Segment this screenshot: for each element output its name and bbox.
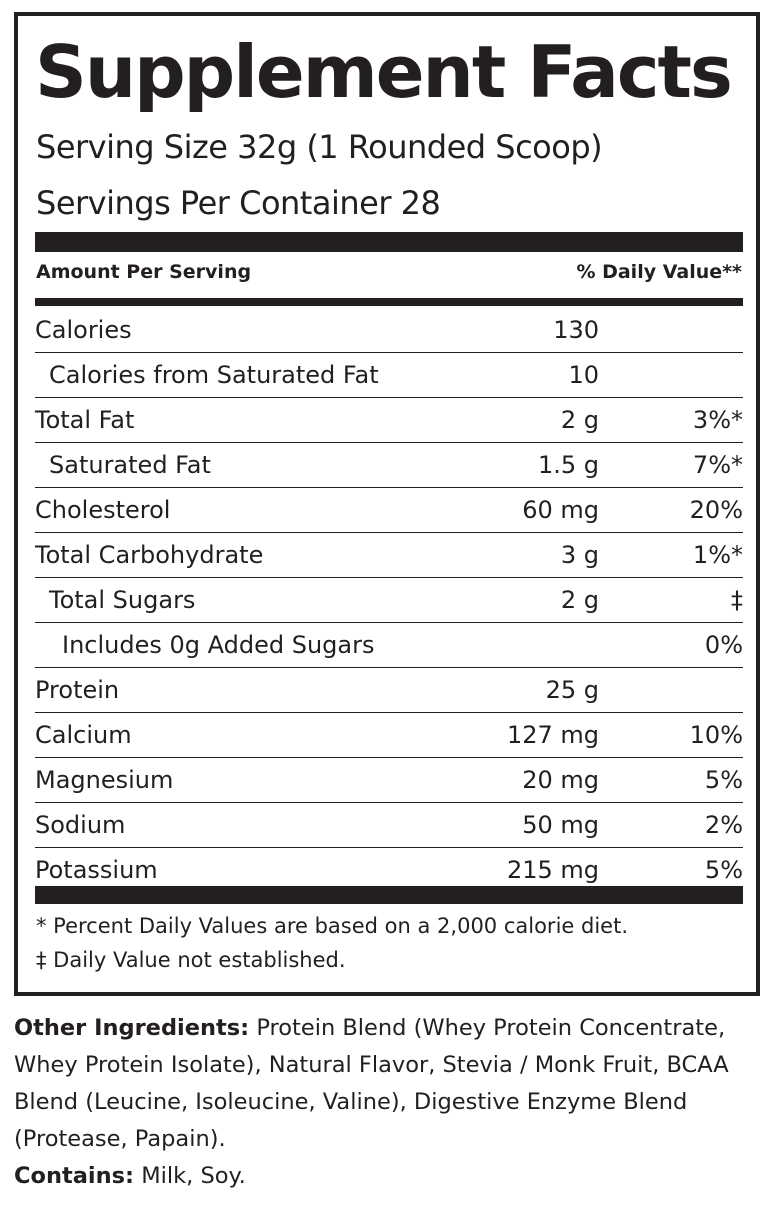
nutrient-daily-value: 10%: [689, 721, 743, 749]
footnote-dv: * Percent Daily Values are based on a 2,…: [36, 914, 628, 938]
serving-size: Serving Size 32g (1 Rounded Scoop): [36, 128, 603, 166]
other-ingredients-text: Protein Blend (Whey Protein Concentrate,…: [14, 1015, 729, 1152]
nutrient-row: Magnesium 20 mg 5%: [35, 758, 743, 803]
nutrient-daily-value: 0%: [704, 631, 743, 659]
nutrient-row: Calories from Saturated Fat 10: [35, 353, 743, 398]
nutrient-row: Total Fat 2 g 3%*: [35, 398, 743, 443]
nutrient-amount: 3 g: [560, 541, 599, 569]
nutrient-name: Saturated Fat: [49, 451, 211, 479]
nutrient-amount: 127 mg: [506, 721, 599, 749]
other-ingredients: Other Ingredients: Protein Blend (Whey P…: [14, 1010, 764, 1158]
nutrient-name: Total Fat: [35, 406, 135, 434]
nutrient-name: Calories: [35, 316, 132, 344]
nutrient-daily-value: 2%: [704, 811, 743, 839]
nutrient-amount: 215 mg: [506, 856, 599, 884]
nutrient-daily-value: 5%: [704, 766, 743, 794]
nutrient-name: Sodium: [35, 811, 126, 839]
nutrient-name: Protein: [35, 676, 120, 704]
contains: Contains: Milk, Soy.: [14, 1158, 764, 1195]
nutrient-daily-value: 5%: [704, 856, 743, 884]
contains-label: Contains:: [14, 1163, 135, 1189]
nutrient-daily-value: 7%*: [692, 451, 743, 479]
nutrient-row: Includes 0g Added Sugars 0%: [35, 623, 743, 668]
nutrient-name: Total Sugars: [49, 586, 196, 614]
nutrient-row: Potassium 215 mg 5%: [35, 848, 743, 892]
nutrient-amount: 1.5 g: [537, 451, 599, 479]
nutrient-amount: 25 g: [545, 676, 599, 704]
nutrient-daily-value: ‡: [731, 586, 743, 614]
nutrient-amount: 50 mg: [522, 811, 599, 839]
nutrient-name: Calcium: [35, 721, 132, 749]
nutrient-table: Calories 130 Calories from Saturated Fat 10…: [35, 308, 743, 892]
nutrient-row: Calcium 127 mg 10%: [35, 713, 743, 758]
nutrient-name: Potassium: [35, 856, 158, 884]
nutrient-amount: 10: [568, 361, 599, 389]
nutrient-row: Cholesterol 60 mg 20%: [35, 488, 743, 533]
nutrient-row: Total Carbohydrate 3 g 1%*: [35, 533, 743, 578]
panel-title: Supplement Facts: [35, 30, 733, 114]
nutrient-name: Calories from Saturated Fat: [49, 361, 379, 389]
nutrient-row: Total Sugars 2 g ‡: [35, 578, 743, 623]
nutrient-daily-value: 1%*: [692, 541, 743, 569]
nutrient-name: Cholesterol: [35, 496, 171, 524]
servings-per-container: Servings Per Container 28: [36, 184, 441, 222]
nutrient-row: Saturated Fat 1.5 g 7%*: [35, 443, 743, 488]
nutrient-row: Sodium 50 mg 2%: [35, 803, 743, 848]
medium-divider: [35, 298, 743, 306]
thick-divider: [35, 232, 743, 252]
nutrient-row: Protein 25 g: [35, 668, 743, 713]
nutrient-amount: 130: [553, 316, 599, 344]
nutrient-daily-value: 20%: [689, 496, 743, 524]
nutrient-amount: 20 mg: [522, 766, 599, 794]
nutrient-row: Calories 130: [35, 308, 743, 353]
supplement-facts-panel: Supplement Facts Serving Size 32g (1 Rou…: [14, 12, 760, 996]
ingredients-section: Other Ingredients: Protein Blend (Whey P…: [14, 1010, 764, 1195]
thick-divider: [35, 886, 743, 904]
nutrient-amount: 2 g: [560, 586, 599, 614]
contains-text: Milk, Soy.: [134, 1163, 246, 1189]
nutrient-daily-value: 3%*: [692, 406, 743, 434]
nutrient-amount: 2 g: [560, 406, 599, 434]
nutrient-name: Total Carbohydrate: [35, 541, 264, 569]
nutrient-name: Includes 0g Added Sugars: [62, 631, 375, 659]
footnote-not-established: ‡ Daily Value not established.: [36, 948, 346, 972]
nutrient-name: Magnesium: [35, 766, 174, 794]
daily-value-header: % Daily Value**: [576, 261, 742, 283]
nutrient-amount: 60 mg: [522, 496, 599, 524]
column-header: Amount Per Serving % Daily Value**: [36, 261, 742, 283]
amount-per-serving-header: Amount Per Serving: [36, 261, 252, 283]
other-ingredients-label: Other Ingredients:: [14, 1015, 250, 1041]
